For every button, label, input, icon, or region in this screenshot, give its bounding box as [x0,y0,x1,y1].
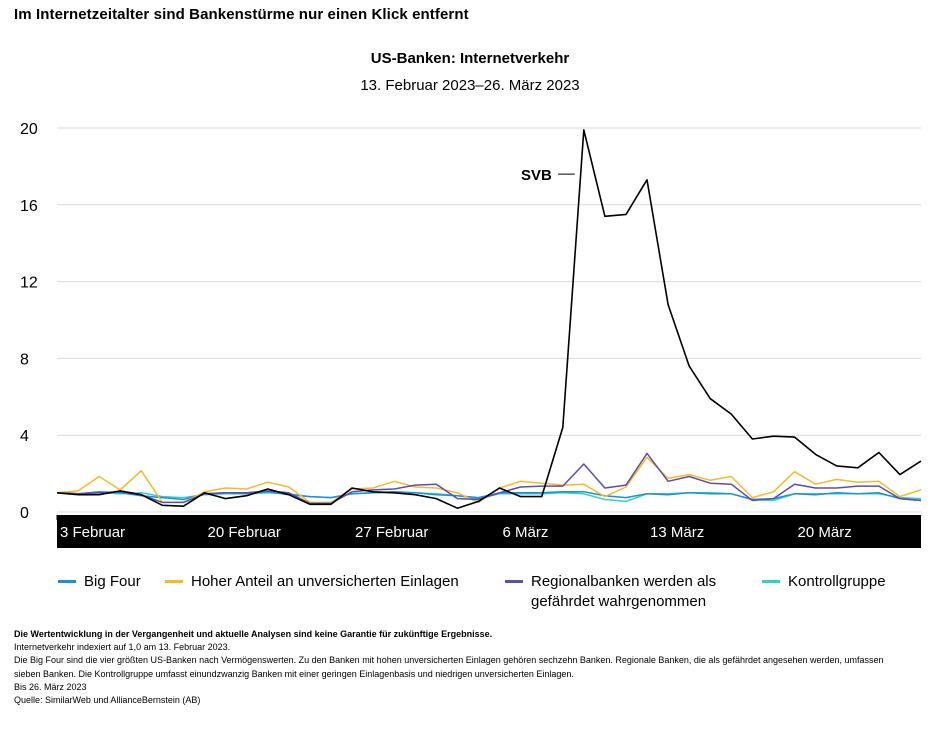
legend-item-kontrollgruppe: Kontrollgruppe [762,572,886,592]
y-tick-label: 12 [20,275,38,292]
legend-swatch-big-four [58,580,76,583]
legend-label-kontrollgruppe: Kontrollgruppe [788,573,886,590]
note-line-3: sieben Banken. Die Kontrollgruppe umfass… [14,668,574,679]
x-tick-label: 3 Februar [60,524,125,541]
y-tick-label: 8 [20,351,29,368]
x-tick-label: 20 Februar [208,524,281,541]
legend-label-hoher-anteil: Hoher Anteil an unversicherten Einlagen [191,573,459,590]
note-line-4: Bis 26. März 2023 [14,681,87,692]
note-source: Quelle: SimilarWeb und AllianceBernstein… [14,695,201,706]
svb-annotation-label: SVB [521,167,552,184]
note-line-2: Die Big Four sind die vier größten US-Ba… [14,655,884,666]
y-tick-label: 16 [20,198,38,215]
line-chart: 0 4 8 12 16 20 3 Februar 20 Februar 27 Februar 6… [20,121,922,548]
chart-title: US-Banken: Internetverkehr [370,50,570,67]
legend-label-big-four: Big Four [84,573,141,590]
legend-swatch-regionalbanken [505,580,523,583]
x-axis-band-bg [57,515,921,548]
y-tick-label: 4 [20,428,29,445]
series-line-regionalbanken [56,452,922,505]
disclaimer: Die Wertentwicklung in der Vergangenheit… [14,629,493,639]
footnotes: Die Wertentwicklung in der Vergangenheit… [14,628,929,707]
note-line-1: Internetverkehr indexiert auf 1,0 am 13.… [14,642,231,653]
headline: Im Internetzeitalter sind Bankenstürme n… [14,6,469,23]
legend-swatch-kontrollgruppe [762,580,780,583]
legend-item-big-four: Big Four [58,572,141,592]
x-tick-label: 6 März [503,524,549,541]
legend-item-hoher-anteil: Hoher Anteil an unversicherten Einlagen [165,572,459,592]
grid-layer [57,127,921,513]
legend-item-regionalbanken: Regionalbanken werden als gefährdet wahr… [505,572,716,612]
chart-subtitle: 13. Februar 2023–26. März 2023 [360,77,580,94]
series-layer [56,129,922,510]
y-axis-ticks: 0 4 8 12 16 20 [20,121,38,522]
annotation-layer: SVB [521,167,575,184]
series-line-svb [56,129,922,510]
x-tick-label: 27 Februar [355,524,428,541]
x-axis-band: 3 Februar 20 Februar 27 Februar 6 März 13 Mä… [56,515,921,548]
y-tick-label: 0 [20,505,29,522]
y-tick-label: 20 [20,121,38,138]
legend-label-regionalbanken: Regionalbanken werden als gefährdet wahr… [531,572,716,612]
legend-label-regionalbanken-line2: gefährdet wahrgenommen [531,593,707,610]
x-tick-label: 13 März [650,524,704,541]
legend-label-regionalbanken-line1: Regionalbanken werden als [531,573,717,590]
legend-swatch-hoher-anteil [165,580,183,583]
x-tick-label: 20 März [798,524,852,541]
